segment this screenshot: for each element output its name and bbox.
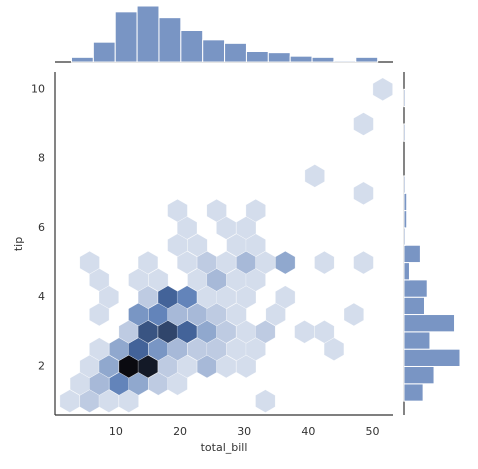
y-tick-label: 8 — [38, 152, 45, 165]
hexbin-cell — [236, 285, 257, 309]
hexbin-cell — [79, 251, 100, 275]
marginal-y-bar — [403, 279, 428, 298]
marginal-y-bar — [403, 88, 406, 108]
marginal-x-bar — [224, 42, 247, 63]
hexbin-cell — [353, 112, 374, 136]
hexbin-cell — [59, 389, 80, 413]
hexbin-cell — [236, 216, 257, 240]
x-tick-label: 10 — [109, 425, 123, 438]
hexbin-cell — [255, 251, 276, 275]
marginal-x-bar — [114, 11, 138, 63]
marginal-y-bar — [403, 331, 431, 350]
marginal-y-bar — [403, 227, 406, 246]
hexbin-cell — [314, 251, 335, 275]
hexbin-cell — [353, 251, 374, 275]
marginal-x-bar — [202, 39, 226, 63]
hexbin-cell — [236, 354, 257, 379]
hexbin-cell — [98, 354, 119, 379]
hexbin-cell — [89, 302, 110, 327]
hexbin-cell — [372, 77, 393, 101]
hexbin-cell — [89, 268, 110, 292]
marginal-x-bar — [355, 56, 379, 63]
hexbin-cell — [216, 320, 237, 344]
hexbin-cell — [137, 251, 159, 275]
marginal-y-bar — [403, 210, 408, 229]
hexbin-cell — [275, 285, 296, 309]
marginal-x-bar — [267, 52, 291, 63]
hexbin-cell — [343, 302, 364, 327]
marginal-x-bar — [289, 55, 313, 63]
hexbin-cell — [353, 181, 374, 205]
hexbin-cell — [216, 216, 237, 240]
marginal-y-bar — [403, 192, 408, 212]
hexbin-cell — [275, 251, 296, 275]
marginal-y-bar — [403, 175, 406, 194]
hexbin-cell — [89, 372, 110, 396]
hexbin-cell — [187, 233, 208, 257]
marginal-y-bar — [403, 262, 410, 281]
hexbin-cell — [255, 389, 276, 413]
marginal-x-bar — [333, 60, 357, 63]
hexbin-cell — [245, 199, 266, 223]
hexbin-cell — [216, 354, 237, 379]
hexbin-cell — [167, 199, 188, 223]
y-axis-label: tip — [12, 237, 25, 251]
marginal-x-bar — [136, 5, 160, 63]
hexbin-cell — [304, 164, 325, 188]
hexbin-cell — [167, 372, 188, 396]
y-tick-label: 6 — [38, 221, 45, 234]
hexbin-cell — [216, 285, 237, 309]
x-tick-label: 50 — [365, 425, 379, 438]
marginal-x-bar — [180, 30, 204, 63]
hexbin-cell — [245, 268, 266, 292]
hexbin-cell — [177, 216, 198, 240]
marginal-y-bar — [403, 348, 461, 367]
marginal-y-bar — [403, 314, 456, 333]
hexbin-cell — [314, 320, 335, 344]
marginal-x-bar — [245, 51, 269, 63]
hexbin-cell — [118, 389, 139, 413]
marginal-x-bar — [70, 56, 94, 63]
marginal-x-bar — [311, 56, 335, 63]
hexbin-cell — [245, 233, 266, 257]
y-tick-label: 2 — [38, 359, 45, 372]
y-tick-label: 10 — [31, 82, 45, 95]
x-tick-label: 40 — [301, 425, 315, 438]
hexbin-cell — [148, 268, 169, 292]
hexbin-cell — [226, 302, 247, 327]
marginal-y-bar — [403, 123, 406, 142]
hexbin-cell — [98, 389, 119, 413]
marginal-y-bar — [403, 244, 421, 264]
marginal-y-bar — [403, 365, 435, 385]
marginal-y-bar — [403, 296, 425, 316]
hexbin-cell — [216, 251, 237, 275]
hexbin-cell — [89, 337, 110, 361]
y-tick-label: 4 — [38, 290, 45, 303]
hexbin-cell — [265, 302, 286, 327]
x-tick-label: 30 — [237, 425, 251, 438]
hexbin-cell — [206, 199, 227, 223]
marginal-x-bar — [158, 17, 182, 63]
marginal-y-bar — [403, 383, 424, 402]
hexbin-cell — [245, 337, 266, 361]
marginal-x-bar — [92, 41, 116, 63]
hexbin-cell — [98, 285, 119, 309]
x-axis-label: total_bill — [201, 441, 248, 454]
hexbin-cell — [323, 337, 345, 361]
hexbin-cell — [294, 320, 315, 344]
hexbin-cell — [255, 320, 276, 344]
x-tick-label: 20 — [173, 425, 187, 438]
